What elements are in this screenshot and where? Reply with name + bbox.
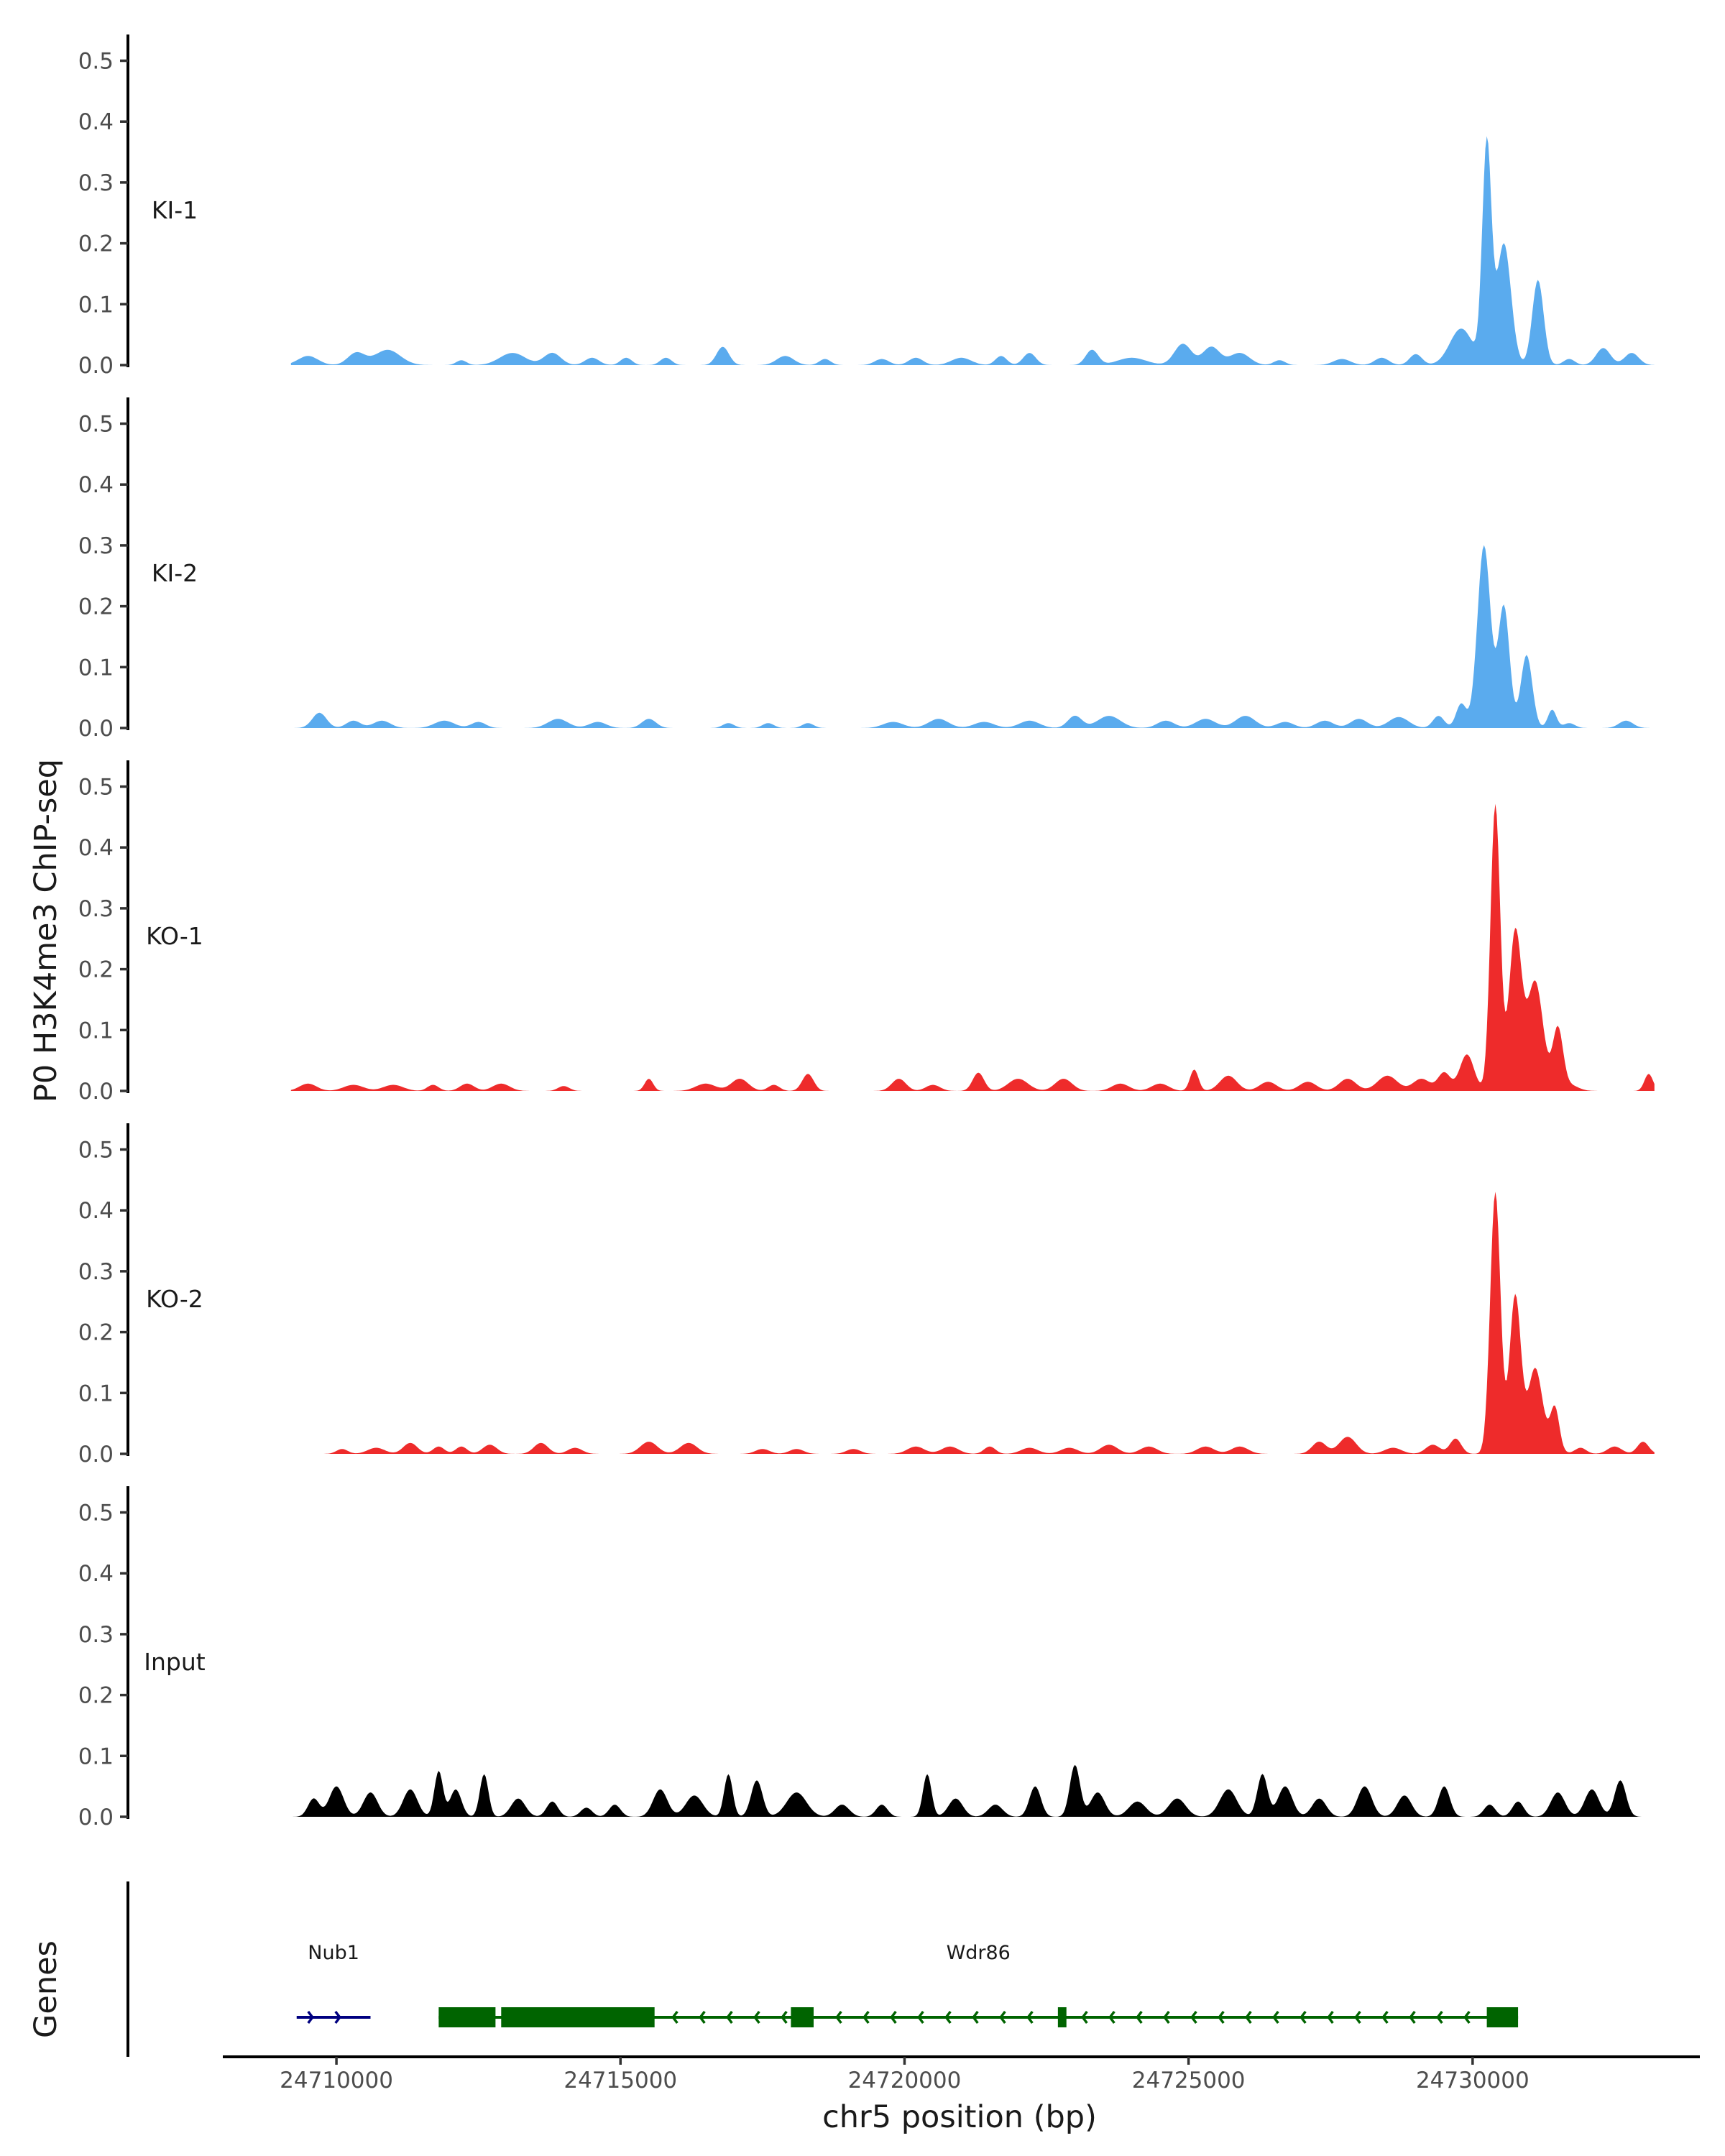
gene-exon xyxy=(791,2007,814,2027)
y-tick-label: 0.1 xyxy=(78,1743,114,1769)
strand-arrow-icon xyxy=(1190,2010,1197,2024)
y-tick-label: 0.1 xyxy=(78,655,114,681)
y-tick-label: 0.4 xyxy=(78,1561,114,1587)
y-axis-title: P0 H3K4me3 ChIP-seq xyxy=(28,759,64,1102)
y-tick-label: 0.5 xyxy=(78,412,114,438)
gene-name: Wdr86 xyxy=(947,1942,1011,1964)
strand-arrow-icon xyxy=(1436,2010,1443,2024)
strand-arrow-icon xyxy=(781,2010,788,2024)
track-panel-ki-2: 0.0 0.1 0.2 0.3 0.4 0.5 KI-2 xyxy=(78,397,1655,742)
gene-exon xyxy=(501,2007,655,2027)
y-tick-label: 0.2 xyxy=(78,1683,114,1709)
track-label: KO-1 xyxy=(146,922,203,950)
strand-arrow-icon xyxy=(1218,2010,1225,2024)
gene-wdr86: Wdr86 xyxy=(438,1942,1519,2027)
y-tick-label: 0.2 xyxy=(78,1320,114,1346)
strand-arrow-icon xyxy=(944,2010,952,2024)
track-label: KO-2 xyxy=(146,1285,203,1313)
track-panel-ko-1: 0.0 0.1 0.2 0.3 0.4 0.5 KO-1 xyxy=(78,760,1655,1105)
strand-arrow-icon xyxy=(1136,2010,1143,2024)
track-label: Input xyxy=(144,1648,206,1676)
x-axis-title: chr5 position (bp) xyxy=(822,2099,1097,2135)
y-tick-label: 0.3 xyxy=(78,533,114,559)
strand-arrow-icon xyxy=(726,2010,733,2024)
y-tick-label: 0.5 xyxy=(78,49,114,75)
strand-arrow-icon xyxy=(835,2010,842,2024)
y-tick-label: 0.0 xyxy=(78,716,114,742)
y-tick-label: 0.1 xyxy=(78,1018,114,1044)
strand-arrow-icon xyxy=(862,2010,870,2024)
signal-area-ko-1 xyxy=(290,803,1655,1091)
strand-arrow-icon xyxy=(1163,2010,1170,2024)
strand-arrow-icon xyxy=(999,2010,1006,2024)
x-tick-label: 24730000 xyxy=(1416,2068,1530,2093)
strand-arrow-icon xyxy=(1300,2010,1307,2024)
y-tick-label: 0.0 xyxy=(78,1805,114,1830)
strand-arrow-icon xyxy=(1381,2010,1389,2024)
track-label: KI-1 xyxy=(152,196,198,224)
x-tick-label: 24710000 xyxy=(280,2068,393,2093)
x-axis: 24710000 24715000 24720000 24725000 24730000 xyxy=(223,2055,1700,2093)
strand-arrow-icon xyxy=(753,2010,760,2024)
strand-arrow-icon xyxy=(1108,2010,1116,2024)
x-tick-label: 24715000 xyxy=(564,2068,677,2093)
strand-arrow-icon xyxy=(972,2010,979,2024)
signal-tracks: 0.0 0.1 0.2 0.3 0.4 0.5 KI-1 0.0 0.1 0.2 0.3 0.4 0.5… xyxy=(78,34,1655,1830)
strand-arrow-icon xyxy=(1245,2010,1252,2024)
track-panel-ko-2: 0.0 0.1 0.2 0.3 0.4 0.5 KO-2 xyxy=(78,1123,1655,1468)
gene-name: Nub1 xyxy=(308,1942,359,1964)
x-tick-label: 24720000 xyxy=(848,2068,962,2093)
strand-arrow-icon xyxy=(917,2010,924,2024)
y-tick-label: 0.1 xyxy=(78,292,114,318)
y-tick-label: 0.2 xyxy=(78,957,114,983)
y-tick-label: 0.1 xyxy=(78,1381,114,1406)
y-tick-label: 0.2 xyxy=(78,594,114,620)
y-tick-label: 0.5 xyxy=(78,1138,114,1164)
strand-arrow-icon xyxy=(890,2010,897,2024)
gene-track: Nub1 Wdr86 xyxy=(126,1881,1519,2057)
strand-arrow-icon xyxy=(307,2010,314,2024)
strand-arrow-icon xyxy=(671,2010,678,2024)
y-tick-label: 0.3 xyxy=(78,1259,114,1285)
y-tick-label: 0.4 xyxy=(78,109,114,135)
track-panel-ki-1: 0.0 0.1 0.2 0.3 0.4 0.5 KI-1 xyxy=(78,34,1655,379)
gene-nub1: Nub1 xyxy=(296,1942,371,2024)
gene-exon xyxy=(1486,2007,1519,2027)
y-tick-label: 0.5 xyxy=(78,1501,114,1526)
y-tick-label: 0.0 xyxy=(78,1442,114,1468)
y-tick-label: 0.2 xyxy=(78,231,114,257)
y-tick-label: 0.0 xyxy=(78,1079,114,1105)
strand-arrow-icon xyxy=(699,2010,706,2024)
y-tick-label: 0.4 xyxy=(78,472,114,498)
strand-arrow-icon xyxy=(1272,2010,1279,2024)
strand-arrow-icon xyxy=(1026,2010,1034,2024)
y-tick-label: 0.4 xyxy=(78,835,114,861)
y-tick-label: 0.3 xyxy=(78,1622,114,1648)
y-tick-label: 0.3 xyxy=(78,170,114,196)
gene-exon xyxy=(1057,2007,1067,2027)
genes-axis-title: Genes xyxy=(28,1940,64,2038)
strand-arrow-icon xyxy=(334,2010,341,2024)
y-tick-label: 0.3 xyxy=(78,896,114,922)
y-tick-label: 0.5 xyxy=(78,775,114,801)
signal-area-ki-2 xyxy=(290,545,1655,728)
y-tick-label: 0.4 xyxy=(78,1198,114,1224)
track-panel-input: 0.0 0.1 0.2 0.3 0.4 0.5 Input xyxy=(78,1486,1655,1830)
signal-area-input xyxy=(290,1764,1655,1817)
strand-arrow-icon xyxy=(1081,2010,1088,2024)
strand-arrow-icon xyxy=(1409,2010,1416,2024)
x-tick-label: 24725000 xyxy=(1132,2068,1246,2093)
track-label: KI-2 xyxy=(152,559,198,587)
strand-arrow-icon xyxy=(1354,2010,1361,2024)
strand-arrow-icon xyxy=(1327,2010,1334,2024)
gene-exon xyxy=(438,2007,496,2027)
strand-arrow-icon xyxy=(1463,2010,1471,2024)
y-tick-label: 0.0 xyxy=(78,353,114,379)
signal-area-ko-2 xyxy=(290,1192,1655,1454)
